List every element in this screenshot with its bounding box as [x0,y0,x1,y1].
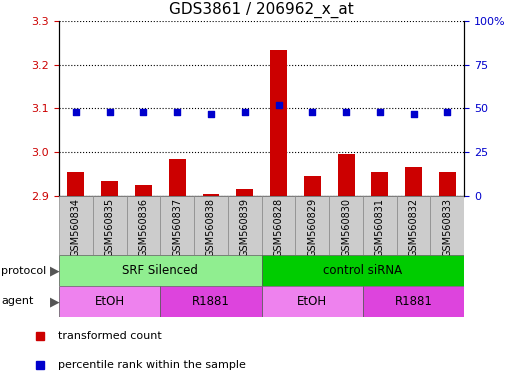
Bar [430,196,464,255]
Text: control siRNA: control siRNA [323,264,403,277]
Bar [67,172,84,196]
Bar [363,286,464,317]
Bar [304,176,321,196]
Text: GSM560831: GSM560831 [375,198,385,257]
Text: SRF Silenced: SRF Silenced [123,264,198,277]
Text: protocol: protocol [1,266,46,276]
Bar [270,50,287,196]
Text: GSM560838: GSM560838 [206,198,216,257]
Point [376,109,384,115]
Point [207,111,215,117]
Text: GSM560834: GSM560834 [71,198,81,257]
Bar [93,196,127,255]
Point [173,109,181,115]
Bar [228,196,262,255]
Point [140,109,148,115]
Text: GSM560828: GSM560828 [273,198,284,257]
Bar [329,196,363,255]
Bar [371,172,388,196]
Text: GSM560832: GSM560832 [409,198,419,257]
Bar [262,286,363,317]
Bar [59,196,93,255]
Bar [236,189,253,196]
Text: EtOH: EtOH [94,295,125,308]
Bar [203,194,220,196]
Bar [160,286,262,317]
Point [274,102,283,108]
Point [342,109,350,115]
Bar [59,255,262,286]
Text: ▶: ▶ [50,264,60,277]
Text: R1881: R1881 [394,295,432,308]
Bar [169,159,186,196]
Text: GSM560833: GSM560833 [442,198,452,257]
Bar [160,196,194,255]
Point [106,109,114,115]
Text: GSM560829: GSM560829 [307,198,317,257]
Text: GSM560836: GSM560836 [139,198,148,257]
Bar [194,196,228,255]
Point [409,111,418,117]
Text: agent: agent [1,296,33,306]
Point [241,109,249,115]
Bar [405,167,422,196]
Bar [295,196,329,255]
Title: GDS3861 / 206962_x_at: GDS3861 / 206962_x_at [169,2,354,18]
Text: GSM560839: GSM560839 [240,198,250,257]
Text: percentile rank within the sample: percentile rank within the sample [58,360,246,370]
Text: transformed count: transformed count [58,331,162,341]
Bar [262,196,295,255]
Bar [262,255,464,286]
Bar [135,185,152,196]
Point [72,109,80,115]
Bar [338,154,354,196]
Point [443,109,451,115]
Bar [439,172,456,196]
Bar [101,180,118,196]
Text: GSM560835: GSM560835 [105,198,114,257]
Bar [397,196,430,255]
Point [308,109,317,115]
Text: GSM560830: GSM560830 [341,198,351,257]
Text: EtOH: EtOH [297,295,327,308]
Text: ▶: ▶ [50,295,60,308]
Text: R1881: R1881 [192,295,230,308]
Bar [127,196,160,255]
Bar [363,196,397,255]
Bar [59,286,160,317]
Text: GSM560837: GSM560837 [172,198,182,257]
